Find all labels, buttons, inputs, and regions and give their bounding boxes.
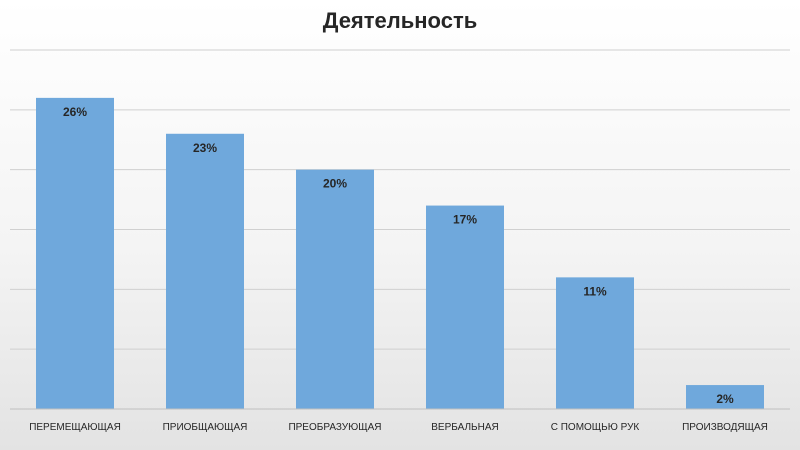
bar — [686, 385, 764, 409]
category-label: ВЕРБАЛЬНАЯ — [431, 422, 498, 433]
data-label: 17% — [453, 213, 477, 227]
category-label: ПРЕОБРАЗУЮЩАЯ — [288, 422, 381, 433]
data-label: 11% — [583, 284, 607, 298]
category-label: С ПОМОЩЬЮ РУК — [551, 422, 640, 433]
bar — [556, 277, 634, 409]
bar — [296, 169, 374, 409]
data-label: 26% — [63, 105, 87, 119]
category-label: ПЕРЕМЕЩАЮЩАЯ — [29, 422, 121, 433]
data-label: 23% — [193, 141, 217, 155]
data-label: 2% — [716, 392, 734, 406]
bar — [36, 97, 114, 409]
data-label: 20% — [323, 177, 347, 191]
category-label: ПРИОБЩАЮЩАЯ — [163, 422, 248, 433]
bar — [426, 205, 504, 409]
chart-title: Деятельность — [322, 8, 478, 33]
category-label: ПРОИЗВОДЯЩАЯ — [682, 422, 768, 433]
bar — [166, 133, 244, 409]
